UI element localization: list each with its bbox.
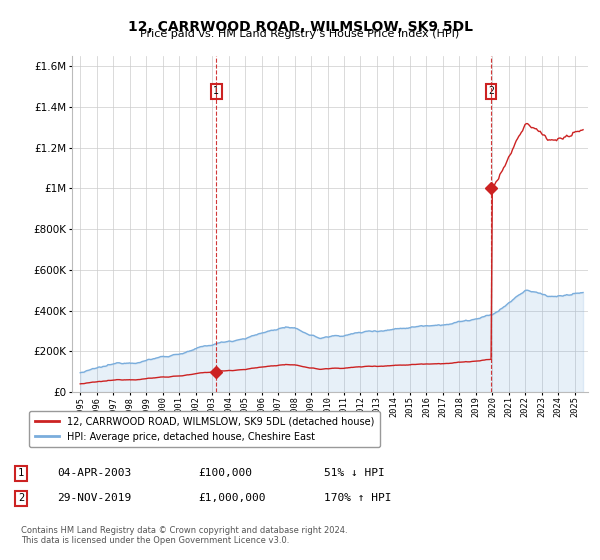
Legend: 12, CARRWOOD ROAD, WILMSLOW, SK9 5DL (detached house), HPI: Average price, detac: 12, CARRWOOD ROAD, WILMSLOW, SK9 5DL (de… — [29, 411, 380, 447]
Text: 04-APR-2003: 04-APR-2003 — [57, 468, 131, 478]
Text: 170% ↑ HPI: 170% ↑ HPI — [324, 493, 392, 503]
Text: This data is licensed under the Open Government Licence v3.0.: This data is licensed under the Open Gov… — [21, 536, 289, 545]
Text: 2: 2 — [488, 86, 494, 96]
Text: Price paid vs. HM Land Registry’s House Price Index (HPI): Price paid vs. HM Land Registry’s House … — [140, 29, 460, 39]
Text: 51% ↓ HPI: 51% ↓ HPI — [324, 468, 385, 478]
Text: 1: 1 — [214, 86, 219, 96]
Text: £100,000: £100,000 — [198, 468, 252, 478]
Text: £1,000,000: £1,000,000 — [198, 493, 265, 503]
Text: 1: 1 — [18, 468, 24, 478]
Text: 12, CARRWOOD ROAD, WILMSLOW, SK9 5DL: 12, CARRWOOD ROAD, WILMSLOW, SK9 5DL — [128, 20, 473, 34]
Text: Contains HM Land Registry data © Crown copyright and database right 2024.: Contains HM Land Registry data © Crown c… — [21, 526, 347, 535]
Text: 29-NOV-2019: 29-NOV-2019 — [57, 493, 131, 503]
Text: 2: 2 — [18, 493, 24, 503]
